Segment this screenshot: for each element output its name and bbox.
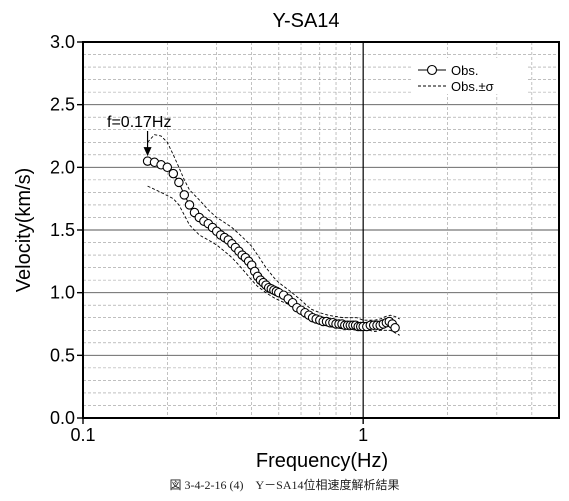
obs-point: [184, 200, 195, 210]
obs-point: [179, 190, 190, 200]
obs-point: [174, 177, 184, 188]
x-tick-label: 0.1: [70, 425, 95, 445]
sigma-upper-line: [147, 134, 400, 321]
chart-figure: Y-SA14 0.00.51.01.52.02.53.0 0.1 1 Veloci…: [13, 10, 560, 472]
frequency-annotation: f=0.17Hz: [107, 114, 171, 157]
legend-obs-marker: [426, 64, 438, 76]
legend-obs-label: Obs.: [451, 63, 478, 78]
x-tick-label: 1: [358, 425, 368, 445]
y-axis-ticks: 0.0 0.5 1.0 1.5 2.0 2.5 3.0: [50, 32, 83, 428]
y-tick-label: 1.5: [50, 220, 75, 240]
legend-sigma-label: Obs.±σ: [451, 79, 494, 94]
y-tick-label: 2.0: [50, 157, 75, 177]
chart-title: Y-SA14: [272, 10, 339, 32]
obs-point: [162, 162, 173, 173]
y-tick-label: 0.5: [50, 345, 75, 365]
y-tick-label: 0.0: [50, 408, 75, 428]
figure-caption: 図 3-4-2-16 (4) Y－SA14位相速度解析結果: [169, 478, 400, 492]
y-axis-label: Velocity(km/s): [13, 168, 35, 292]
obs-point: [390, 323, 400, 333]
x-axis-ticks: 0.1 1: [70, 418, 368, 445]
sigma-band: [147, 134, 400, 336]
sigma-lower-line: [147, 185, 400, 336]
y-tick-label: 2.5: [50, 95, 75, 115]
y-tick-label: 3.0: [50, 32, 75, 52]
legend: Obs.Obs.±σ: [413, 58, 526, 94]
annotation-arrow-head: [143, 147, 152, 157]
x-axis-label: Frequency(Hz): [256, 450, 388, 472]
y-tick-label: 1.0: [50, 283, 75, 303]
legend-box: [413, 58, 526, 94]
annotation-label: f=0.17Hz: [107, 114, 171, 131]
grid-lines: [83, 42, 560, 418]
obs-series: [142, 156, 400, 333]
obs-point: [168, 168, 179, 179]
obs-line: [147, 160, 396, 329]
